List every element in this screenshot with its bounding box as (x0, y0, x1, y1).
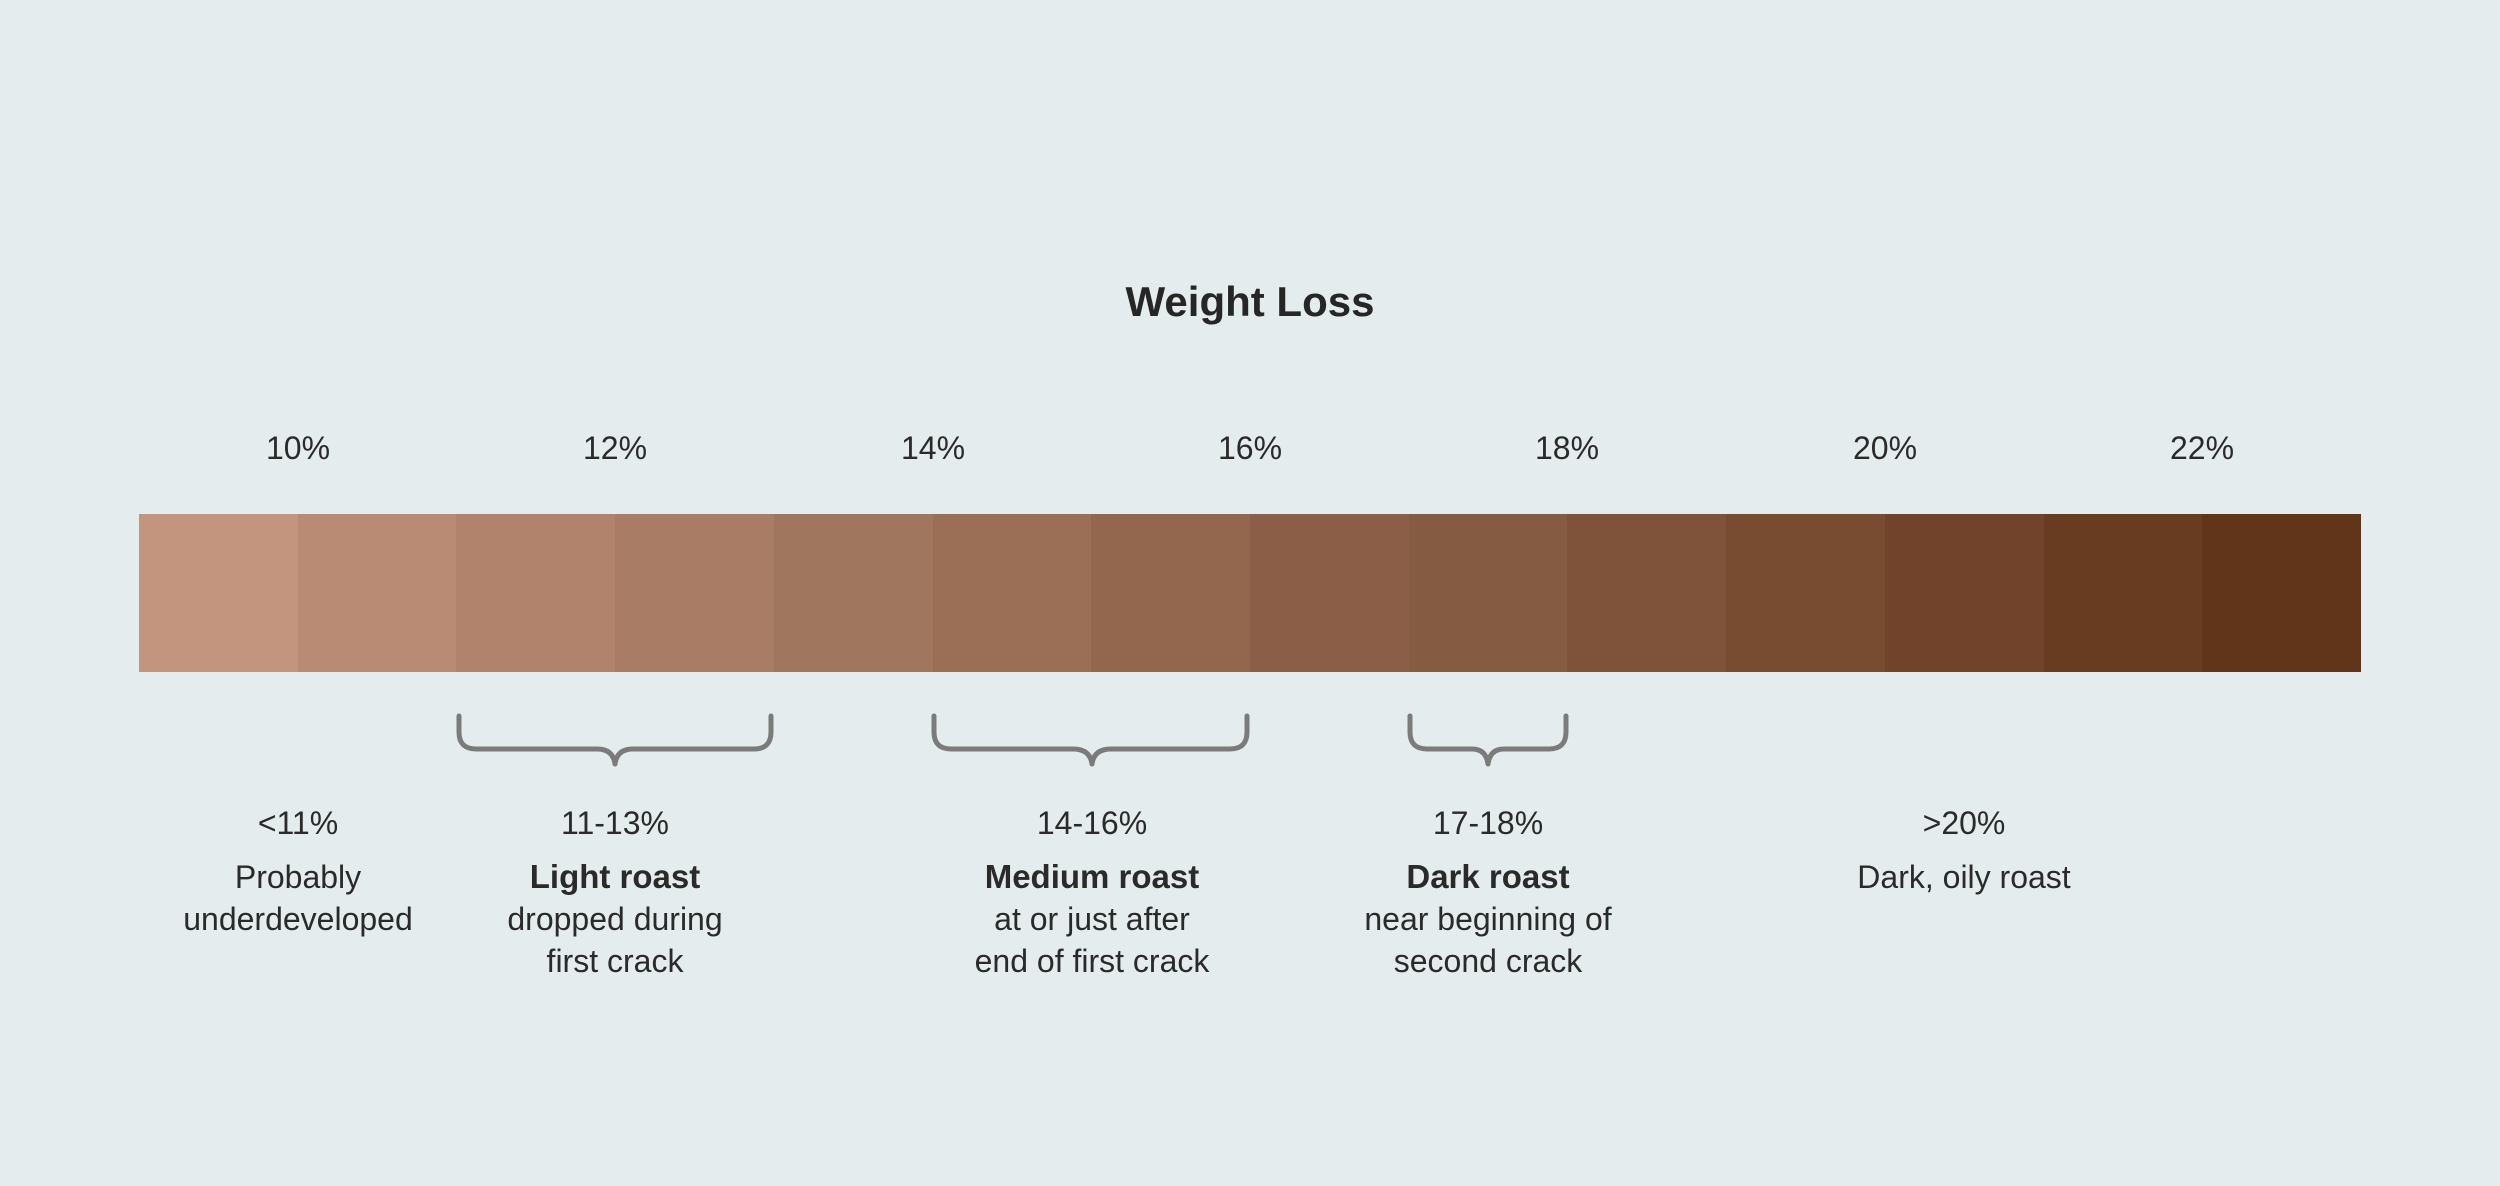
note-roast-name: Medium roast (984, 858, 1200, 895)
note-range: >20% (1922, 805, 2006, 841)
color-swatch (1091, 514, 1251, 672)
color-swatch (1250, 514, 1409, 672)
tick-label: 18% (1534, 430, 1600, 466)
color-swatch (456, 514, 616, 672)
color-swatch (773, 514, 933, 672)
note-range: 17-18% (1432, 805, 1544, 841)
tick-label: 20% (1852, 430, 1918, 466)
note-dark-roast: 17-18% Dark roast near beginning of seco… (1328, 802, 1648, 982)
color-swatch (1567, 514, 1727, 672)
color-swatch (1408, 514, 1568, 672)
note-description: dropped during first crack (507, 901, 723, 979)
note-range: 11-13% (561, 805, 669, 841)
color-swatch (932, 514, 1092, 672)
tick-label: 10% (265, 430, 331, 466)
note-description: at or just after end of first crack (974, 901, 1210, 979)
roast-color-bar (139, 514, 2362, 672)
tick-label: 22% (2169, 430, 2235, 466)
color-swatch (1726, 514, 1885, 672)
color-swatch (615, 514, 774, 672)
note-roast-name: Dark roast (1406, 858, 1570, 895)
note-oily-roast: >20% Dark, oily roast (1804, 802, 2124, 898)
note-light-roast: 11-13% Light roast dropped during first … (455, 802, 775, 982)
light-roast-brace (456, 713, 774, 767)
color-swatch (2043, 514, 2203, 672)
note-description: Probably underdeveloped (183, 859, 413, 937)
color-swatch (2202, 514, 2362, 672)
note-medium-roast: 14-16% Medium roast at or just after end… (932, 802, 1252, 982)
color-swatch (139, 514, 298, 672)
tick-label: 12% (582, 430, 648, 466)
note-roast-name: Light roast (529, 858, 701, 895)
note-range: <11% (257, 805, 339, 841)
color-swatch (297, 514, 457, 672)
note-description: Dark, oily roast (1857, 859, 2071, 895)
diagram-title: Weight Loss (1125, 278, 1375, 325)
note-description: near beginning of second crack (1364, 901, 1612, 979)
tick-label: 16% (1217, 430, 1283, 466)
color-swatch (1884, 514, 2044, 672)
medium-roast-brace (931, 713, 1250, 767)
dark-roast-brace (1407, 713, 1569, 767)
note-underdeveloped: <11% Probably underdeveloped (138, 802, 458, 940)
tick-label: 14% (900, 430, 966, 466)
note-range: 14-16% (1036, 805, 1148, 841)
percentage-scale: 10% 12% 14% 16% 18% 20% 22% (0, 430, 2500, 480)
